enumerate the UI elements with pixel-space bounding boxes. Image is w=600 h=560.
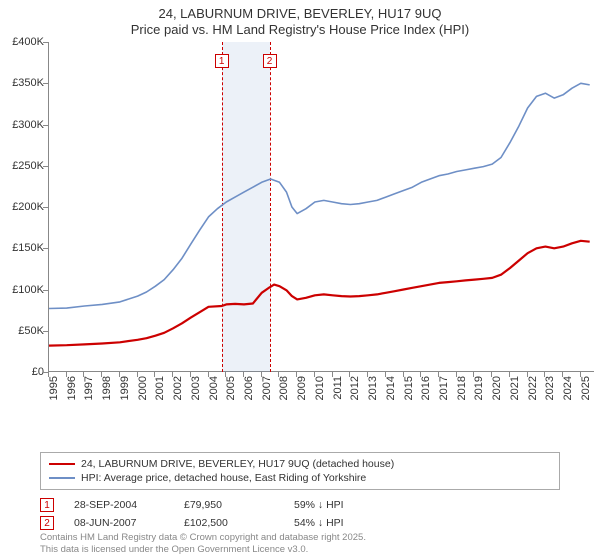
x-tick-label: 2005 <box>225 376 237 400</box>
footer-line: Contains HM Land Registry data © Crown c… <box>40 532 366 544</box>
title-subtitle: Price paid vs. HM Land Registry's House … <box>0 22 600 37</box>
table-row: 1 28-SEP-2004 £79,950 59% ↓ HPI <box>40 496 560 514</box>
legend-block: 24, LABURNUM DRIVE, BEVERLEY, HU17 9UQ (… <box>40 452 560 532</box>
x-tick-label: 1996 <box>66 376 78 400</box>
x-tick-label: 2007 <box>261 376 273 400</box>
x-tick-label: 2000 <box>137 376 149 400</box>
x-tick-label: 2010 <box>314 376 326 400</box>
y-tick-label: £400K <box>12 36 44 48</box>
row-marker-badge: 1 <box>40 498 54 512</box>
x-tick-label: 2024 <box>562 376 574 400</box>
x-tick-label: 2008 <box>278 376 290 400</box>
footer-attribution: Contains HM Land Registry data © Crown c… <box>40 532 366 556</box>
x-tick-label: 2011 <box>332 376 344 400</box>
series-hpi <box>49 83 590 308</box>
title-address: 24, LABURNUM DRIVE, BEVERLEY, HU17 9UQ <box>0 6 600 21</box>
row-price: £79,950 <box>184 499 274 511</box>
x-tick-label: 2018 <box>456 376 468 400</box>
legend-item: HPI: Average price, detached house, East… <box>49 471 551 485</box>
row-delta: 59% ↓ HPI <box>294 499 384 511</box>
x-tick-label: 1998 <box>101 376 113 400</box>
row-date: 28-SEP-2004 <box>74 499 164 511</box>
x-tick-label: 2013 <box>367 376 379 400</box>
x-tick-label: 2015 <box>403 376 415 400</box>
x-tick-label: 2020 <box>491 376 503 400</box>
legend-label: HPI: Average price, detached house, East… <box>81 472 366 484</box>
x-tick-label: 2003 <box>190 376 202 400</box>
plot-area: 1 2 <box>48 42 594 372</box>
y-tick-label: £300K <box>12 119 44 131</box>
line-plot-svg <box>49 42 595 372</box>
x-tick-label: 1999 <box>119 376 131 400</box>
chart-container: 24, LABURNUM DRIVE, BEVERLEY, HU17 9UQ P… <box>0 0 600 560</box>
x-tick-label: 2004 <box>208 376 220 400</box>
y-tick-label: £200K <box>12 201 44 213</box>
y-tick-label: £100K <box>12 284 44 296</box>
legend-swatch-icon <box>49 477 75 479</box>
table-row: 2 08-JUN-2007 £102,500 54% ↓ HPI <box>40 514 560 532</box>
transactions-table: 1 28-SEP-2004 £79,950 59% ↓ HPI 2 08-JUN… <box>40 496 560 532</box>
x-tick-label: 2014 <box>385 376 397 400</box>
legend-box: 24, LABURNUM DRIVE, BEVERLEY, HU17 9UQ (… <box>40 452 560 490</box>
x-tick-label: 2016 <box>420 376 432 400</box>
x-tick-label: 2019 <box>473 376 485 400</box>
x-tick-label: 2017 <box>438 376 450 400</box>
legend-item: 24, LABURNUM DRIVE, BEVERLEY, HU17 9UQ (… <box>49 457 551 471</box>
footer-line: This data is licensed under the Open Gov… <box>40 544 366 556</box>
x-tick-label: 2009 <box>296 376 308 400</box>
row-marker-badge: 2 <box>40 516 54 530</box>
row-delta: 54% ↓ HPI <box>294 517 384 529</box>
y-tick-label: £50K <box>18 325 44 337</box>
x-tick-label: 2012 <box>349 376 361 400</box>
x-tick-label: 2001 <box>154 376 166 400</box>
x-tick-label: 2022 <box>527 376 539 400</box>
x-tick-label: 2002 <box>172 376 184 400</box>
x-tick-label: 2006 <box>243 376 255 400</box>
chart-area: 1 2 £0£50K£100K£150K£200K£250K£300K£350K… <box>0 42 600 412</box>
y-tick-label: £350K <box>12 77 44 89</box>
x-tick-label: 1995 <box>48 376 60 400</box>
x-tick-label: 2023 <box>544 376 556 400</box>
legend-label: 24, LABURNUM DRIVE, BEVERLEY, HU17 9UQ (… <box>81 458 394 470</box>
x-tick-label: 2021 <box>509 376 521 400</box>
y-tick-label: £150K <box>12 242 44 254</box>
legend-swatch-icon <box>49 463 75 465</box>
series-price-paid <box>49 241 590 346</box>
title-block: 24, LABURNUM DRIVE, BEVERLEY, HU17 9UQ P… <box>0 0 600 37</box>
row-date: 08-JUN-2007 <box>74 517 164 529</box>
x-tick-label: 1997 <box>83 376 95 400</box>
y-tick-label: £250K <box>12 160 44 172</box>
row-price: £102,500 <box>184 517 274 529</box>
x-tick-label: 2025 <box>580 376 592 400</box>
